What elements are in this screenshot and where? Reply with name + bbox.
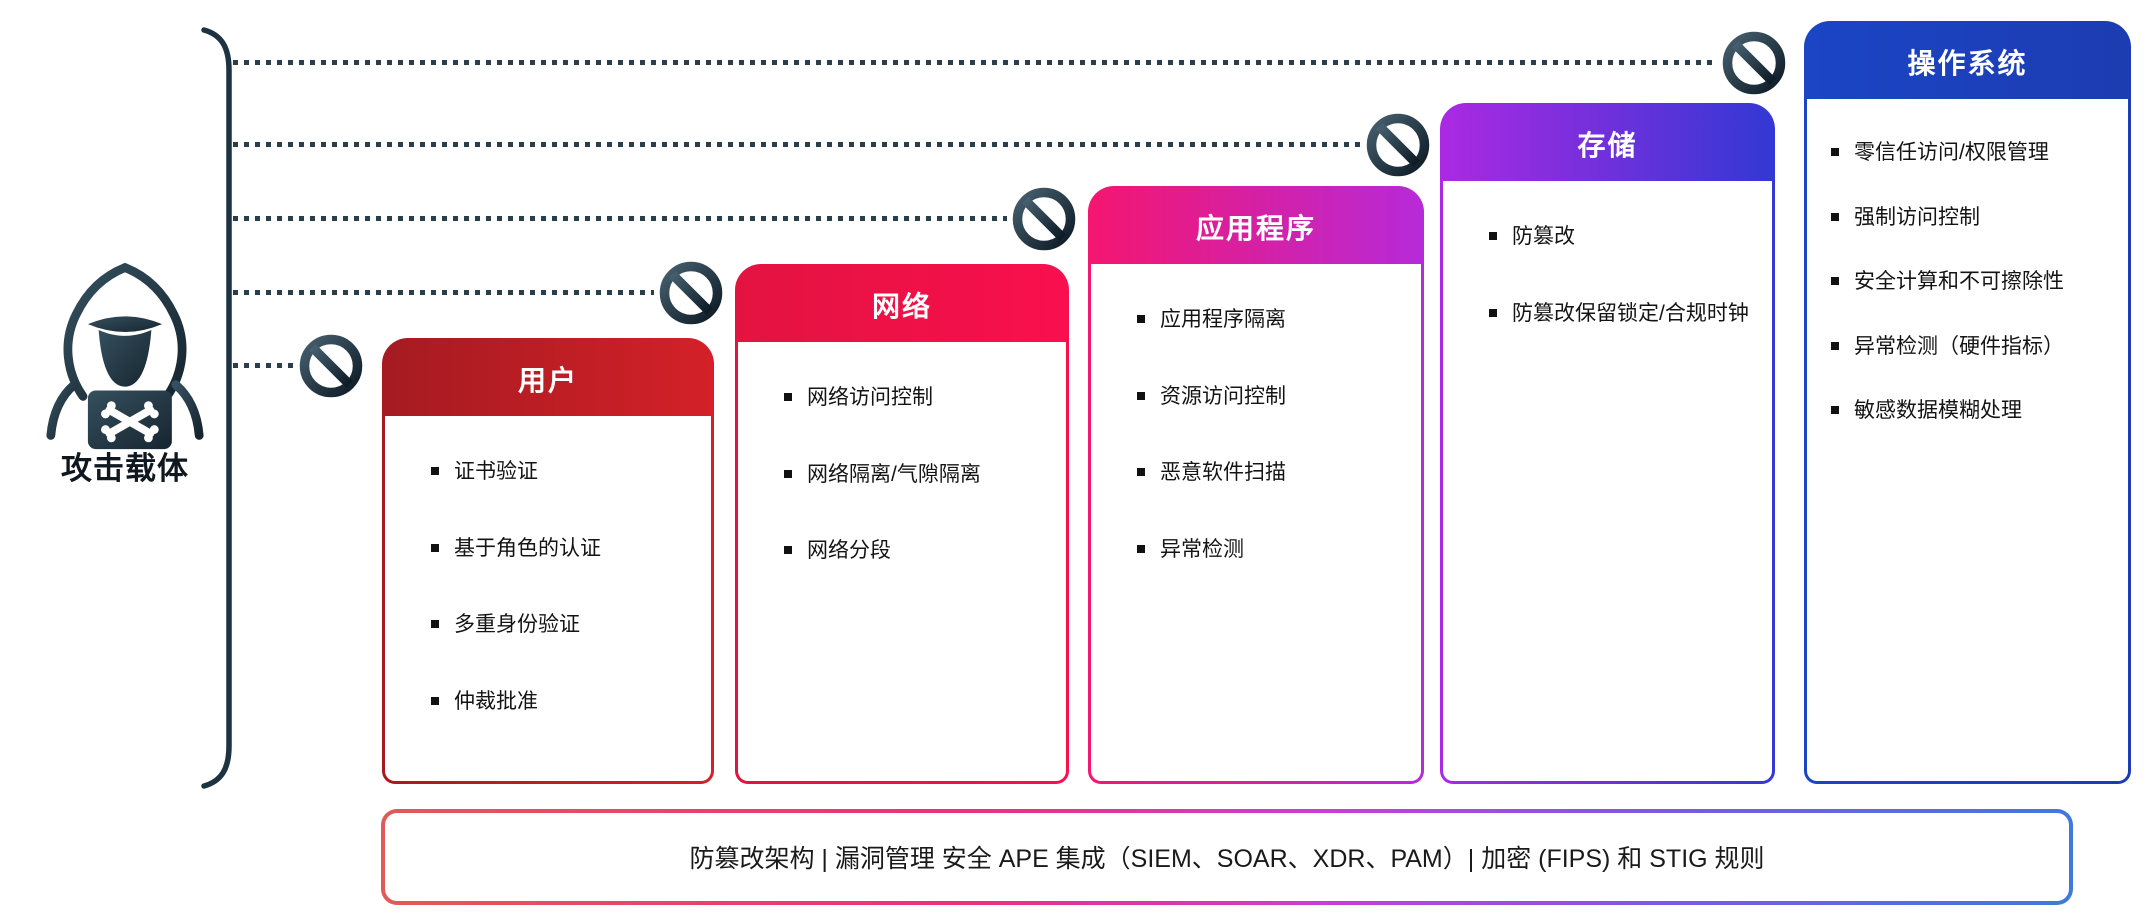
layer-item: 基于角色的认证 [431,533,697,565]
layer-item-text: 恶意软件扫描 [1160,461,1286,484]
layer-item: 应用程序隔离 [1137,304,1407,336]
square-bullet-icon [784,393,792,401]
square-bullet-icon [784,469,792,478]
square-bullet-icon [1137,468,1145,476]
footer-text: 防篡改架构 | 漏洞管理 安全 APE 集成（SIEM、SOAR、XDR、PAM… [689,845,1765,873]
layer-item-list: 防篡改防篡改保留锁定/合规时钟 [1443,181,1772,781]
layer-item: 异常检测 [1137,534,1407,566]
no-entry-icon [299,334,363,398]
layer-item-text: 多重身份验证 [454,613,580,636]
layer-item: 多重身份验证 [431,609,697,641]
layer-item-text: 基于角色的认证 [454,536,601,560]
layer-item-text: 异常检测（硬件指标） [1854,334,2064,358]
attack-path-dotted-line [233,142,1361,147]
layer-item-text: 零信任访问/权限管理 [1854,141,2049,164]
layer-item-text: 强制访问控制 [1854,205,1980,229]
square-bullet-icon [1831,212,1839,221]
layer-card-user: 用户 证书验证基于角色的认证 多重身份验证 仲裁批准 [382,338,714,784]
layer-item-text: 防篡改 [1512,225,1575,248]
square-bullet-icon [1831,406,1839,414]
layer-item-list: 证书验证基于角色的认证 多重身份验证 仲裁批准 [385,416,711,781]
layer-item-text: 敏感数据模糊处理 [1854,399,2022,422]
no-entry-icon [1012,187,1076,251]
square-bullet-icon [1831,341,1839,350]
layer-item-text: 应用程序隔离 [1160,308,1286,331]
layer-item: 异常检测（硬件指标） [1831,331,2114,363]
attack-bracket [201,27,232,789]
square-bullet-icon [1831,148,1839,156]
attack-path-dotted-line [233,290,654,295]
layer-item: 资源访问控制 [1137,381,1407,413]
footer-bar-inner: 防篡改架构 | 漏洞管理 安全 APE 集成（SIEM、SOAR、XDR、PAM… [385,813,2069,901]
layer-item: 防篡改保留锁定/合规时钟 [1489,298,1758,330]
layer-title: 用户 [385,341,711,416]
attack-path-dotted-line [233,60,1717,65]
layer-item: 网络分段 [784,535,1052,567]
layer-item: 安全计算和不可擦除性 [1831,266,2114,298]
layer-item-text: 证书验证 [454,460,538,483]
layer-item-list: 零信任访问/权限管理 强制访问控制安全计算和不可擦除性 异常检测（硬件指标） 敏感数据… [1807,99,2128,781]
layer-item-text: 网络分段 [807,539,891,562]
layer-card-storage: 存储 防篡改防篡改保留锁定/合规时钟 [1440,103,1775,784]
square-bullet-icon [1137,391,1145,400]
square-bullet-icon [431,543,439,552]
layer-item: 零信任访问/权限管理 [1831,137,2114,169]
square-bullet-icon [1489,232,1497,240]
layer-title: 网络 [738,267,1066,342]
layer-item-text: 异常检测 [1160,537,1244,561]
layer-item: 强制访问控制 [1831,202,2114,234]
layer-item-text: 网络访问控制 [807,386,933,409]
square-bullet-icon [1137,544,1145,553]
attack-path-dotted-line [233,216,1007,221]
square-bullet-icon [784,546,792,554]
layer-item: 仲裁批准 [431,686,697,718]
no-entry-icon [1366,113,1430,177]
square-bullet-icon [1137,315,1145,323]
layer-card-application: 应用程序 应用程序隔离 资源访问控制 恶意软件扫描 异常检测 [1088,186,1424,784]
square-bullet-icon [1489,308,1497,317]
layer-item: 证书验证 [431,456,697,488]
layer-item: 网络访问控制 [784,382,1052,414]
attack-path-dotted-line [233,363,294,368]
square-bullet-icon [431,696,439,705]
layer-item: 恶意软件扫描 [1137,457,1407,489]
layer-card-network: 网络 网络访问控制网络隔离/气隙隔离 网络分段 [735,264,1069,784]
footer-bar: 防篡改架构 | 漏洞管理 安全 APE 集成（SIEM、SOAR、XDR、PAM… [381,809,2073,905]
layer-item-text: 安全计算和不可擦除性 [1854,270,2064,293]
layer-item: 敏感数据模糊处理 [1831,395,2114,427]
layer-item-list: 网络访问控制网络隔离/气隙隔离 网络分段 [738,342,1066,781]
layer-card-os: 操作系统 零信任访问/权限管理 强制访问控制安全计算和不可擦除性 异常检测（硬件指标… [1804,21,2131,784]
square-bullet-icon [431,620,439,628]
layer-title: 操作系统 [1807,24,2128,99]
layer-item: 网络隔离/气隙隔离 [784,459,1052,491]
layer-title: 存储 [1443,106,1772,181]
attack-vector-label: 攻击载体 [61,451,189,486]
layer-title: 应用程序 [1091,189,1421,264]
layer-item-list: 应用程序隔离 资源访问控制 恶意软件扫描 异常检测 [1091,264,1421,781]
no-entry-icon [659,261,723,325]
layer-item: 防篡改 [1489,221,1758,253]
layer-item-text: 资源访问控制 [1160,384,1286,408]
hacker-icon [27,262,223,450]
square-bullet-icon [431,467,439,475]
layer-item-text: 仲裁批准 [454,689,538,713]
layer-item-text: 网络隔离/气隙隔离 [807,462,981,486]
square-bullet-icon [1831,277,1839,285]
no-entry-icon [1722,31,1786,95]
layer-item-text: 防篡改保留锁定/合规时钟 [1512,301,1749,325]
